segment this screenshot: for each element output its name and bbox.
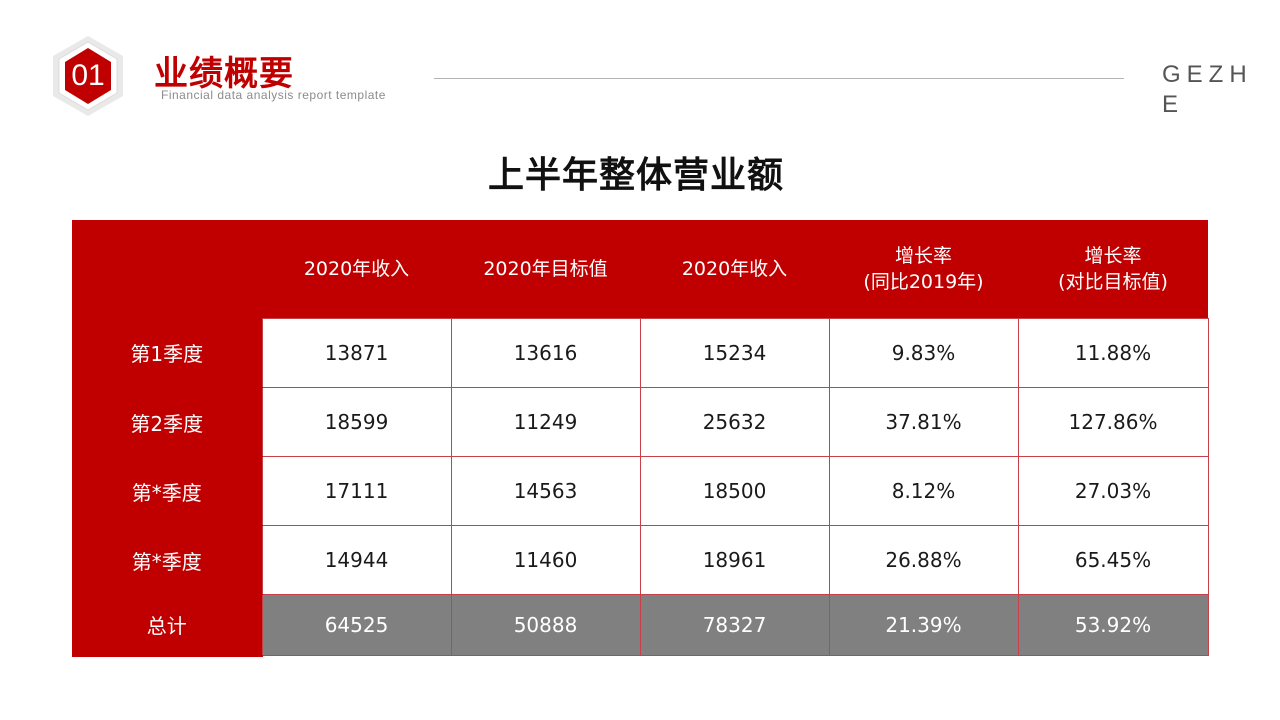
table-cell: 26.88%	[828, 525, 1019, 595]
column-header: 2020年目标值	[451, 220, 640, 319]
table-row: 第2季度 18599 11249 25632 37.81% 127.86%	[72, 387, 1209, 457]
table-cell: 53.92%	[1017, 594, 1209, 656]
row-label: 第1季度	[72, 318, 262, 388]
column-header: 2020年收入	[262, 220, 451, 319]
row-label: 第2季度	[72, 387, 262, 457]
row-label: 第*季度	[72, 456, 262, 526]
header-divider	[434, 78, 1124, 79]
table-row: 第*季度 17111 14563 18500 8.12% 27.03%	[72, 456, 1209, 526]
row-label: 总计	[72, 594, 262, 657]
table-cell: 64525	[261, 594, 452, 656]
table-row: 第1季度 13871 13616 15234 9.83% 11.88%	[72, 318, 1209, 388]
table-cell: 11460	[450, 525, 641, 595]
table-cell: 9.83%	[828, 318, 1019, 388]
table-cell: 17111	[261, 456, 452, 526]
table-row: 第*季度 14944 11460 18961 26.88% 65.45%	[72, 525, 1209, 595]
brand-logo-text: GEZHE	[1162, 61, 1253, 118]
table-total-row: 总计 64525 50888 78327 21.39% 53.92%	[72, 594, 1209, 657]
table-cell: 25632	[639, 387, 830, 457]
table-cell: 11249	[450, 387, 641, 457]
column-header: 增长率 (对比目标值)	[1018, 220, 1208, 319]
table-cell: 21.39%	[828, 594, 1019, 656]
table-cell: 15234	[639, 318, 830, 388]
table-cell: 13616	[450, 318, 641, 388]
column-header: 增长率 (同比2019年)	[829, 220, 1018, 319]
section-subtitle: Financial data analysis report template	[161, 88, 386, 102]
table-cell: 65.45%	[1017, 525, 1209, 595]
table-corner-cell	[72, 220, 262, 319]
table-cell: 14944	[261, 525, 452, 595]
revenue-table: 2020年收入 2020年目标值 2020年收入 增长率 (同比2019年) 增长…	[72, 220, 1209, 657]
table-cell: 18961	[639, 525, 830, 595]
table-cell: 14563	[450, 456, 641, 526]
table-cell: 11.88%	[1017, 318, 1209, 388]
table-cell: 18599	[261, 387, 452, 457]
table-cell: 18500	[639, 456, 830, 526]
section-number-badge: 01	[50, 34, 126, 118]
table-cell: 78327	[639, 594, 830, 656]
section-title: 业绩概要	[154, 54, 294, 94]
table-header-row: 2020年收入 2020年目标值 2020年收入 增长率 (同比2019年) 增长…	[72, 220, 1208, 319]
table-cell: 27.03%	[1017, 456, 1209, 526]
table-cell: 13871	[261, 318, 452, 388]
table-cell: 8.12%	[828, 456, 1019, 526]
table-cell: 37.81%	[828, 387, 1019, 457]
table-cell: 127.86%	[1017, 387, 1209, 457]
row-label: 第*季度	[72, 525, 262, 595]
hexagon-icon	[53, 36, 123, 116]
column-header: 2020年收入	[640, 220, 829, 319]
page-title: 上半年整体营业额	[487, 155, 784, 196]
table-cell: 50888	[450, 594, 641, 656]
section-number: 01	[71, 59, 105, 92]
